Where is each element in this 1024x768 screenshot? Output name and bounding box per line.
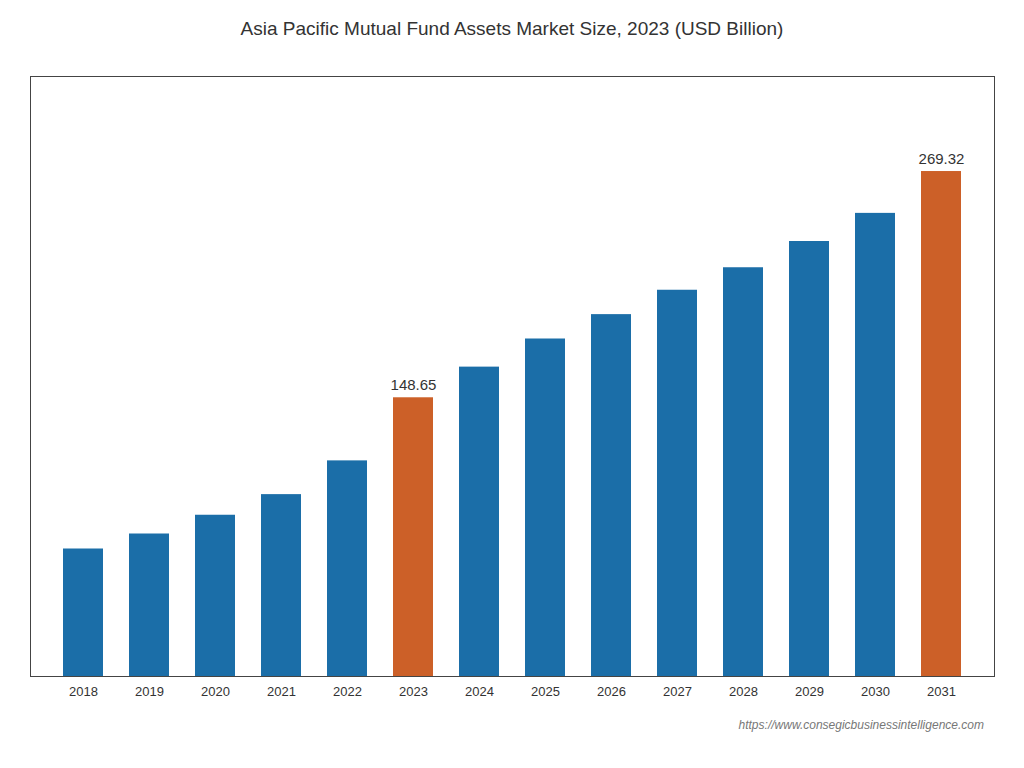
svg-text:2029: 2029 — [795, 684, 824, 699]
svg-text:2025: 2025 — [531, 684, 560, 699]
html-text:Asia Pacific Mutual Fund Asset: Asia Pacific Mutual Fund Assets Market S… — [240, 18, 784, 39]
svg-text:2021: 2021 — [267, 684, 296, 699]
html-text:https://www.consegicbusinessin: https://www.consegicbusinessintelligence… — [738, 718, 984, 732]
svg-text:2018: 2018 — [69, 684, 98, 699]
svg-text:2019: 2019 — [135, 684, 164, 699]
svg-text:2022: 2022 — [333, 684, 362, 699]
svg-text:2020: 2020 — [201, 684, 230, 699]
svg-text:269.32: 269.32 — [919, 150, 965, 167]
svg-text:2027: 2027 — [663, 684, 692, 699]
svg-text:2024: 2024 — [465, 684, 494, 699]
svg-text:2026: 2026 — [597, 684, 626, 699]
svg-text:2030: 2030 — [861, 684, 890, 699]
svg-text:2023: 2023 — [399, 684, 428, 699]
svg-text:2031: 2031 — [927, 684, 956, 699]
svg-text:148.65: 148.65 — [391, 376, 437, 393]
svg-text:2028: 2028 — [729, 684, 758, 699]
